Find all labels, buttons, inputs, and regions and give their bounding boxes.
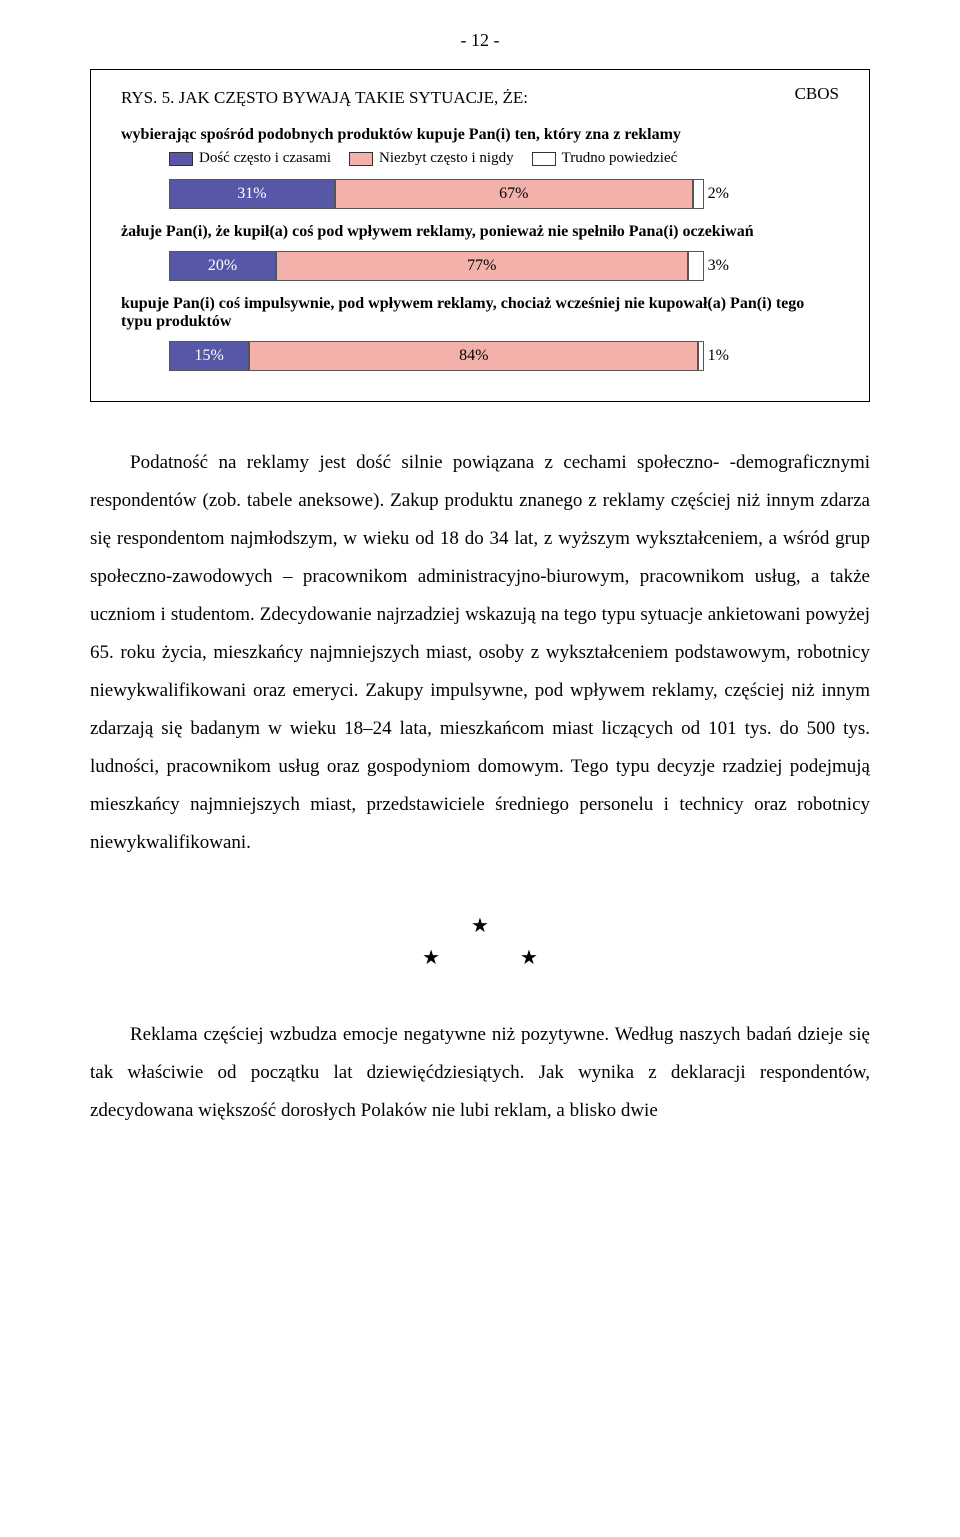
paragraph: Reklama częściej wzbudza emocje negatywn… — [90, 1016, 870, 1130]
chart-group-subtitle: żałuje Pan(i), że kupił(a) coś pod wpływ… — [121, 223, 839, 241]
legend-swatch — [349, 152, 373, 166]
bar-segment: 20% — [169, 251, 276, 281]
legend-label: Trudno powiedzieć — [562, 150, 678, 167]
bar-segment-label: 1% — [708, 347, 729, 365]
body-text: Reklama częściej wzbudza emocje negatywn… — [90, 1016, 870, 1130]
legend-label: Niezbyt często i nigdy — [379, 150, 514, 167]
legend-swatch — [532, 152, 556, 166]
bar-segment: 77% — [276, 251, 688, 281]
stacked-bar: 15%84% 1% — [169, 341, 729, 371]
bar-segment — [698, 341, 703, 371]
paragraph: Podatność na reklamy jest dość silnie po… — [90, 444, 870, 862]
bar-segment — [693, 179, 704, 209]
chart-container: CBOS RYS. 5. JAK CZĘSTO BYWAJĄ TAKIE SYT… — [90, 69, 870, 402]
legend-item: Trudno powiedzieć — [532, 150, 678, 167]
chart-group-subtitle: kupuje Pan(i) coś impulsywnie, pod wpływ… — [121, 295, 839, 331]
chart-group-subtitle: wybierając spośród podobnych produktów k… — [121, 126, 839, 144]
bar-segment — [688, 251, 704, 281]
page-number: - 12 - — [90, 30, 870, 51]
cbos-label: CBOS — [795, 84, 839, 104]
stacked-bar: 20%77% 3% — [169, 251, 729, 281]
legend-swatch — [169, 152, 193, 166]
chart-legend: Dość często i czasami Niezbyt często i n… — [169, 150, 839, 167]
legend-item: Dość często i czasami — [169, 150, 331, 167]
bar-segment: 84% — [249, 341, 698, 371]
bar-segment: 15% — [169, 341, 249, 371]
chart-title: RYS. 5. JAK CZĘSTO BYWAJĄ TAKIE SYTUACJE… — [121, 88, 839, 108]
stacked-bar: 31%67% 2% — [169, 179, 729, 209]
star-row: ★ ★ — [90, 942, 870, 974]
legend-item: Niezbyt często i nigdy — [349, 150, 514, 167]
bar-segment-label: 2% — [708, 185, 729, 203]
body-text: Podatność na reklamy jest dość silnie po… — [90, 444, 870, 862]
bar-segment: 67% — [335, 179, 693, 209]
bar-segment-label: 3% — [708, 257, 729, 275]
section-divider-stars: ★ ★ ★ — [90, 910, 870, 974]
bar-segment: 31% — [169, 179, 335, 209]
legend-label: Dość często i czasami — [199, 150, 331, 167]
star-row: ★ — [90, 910, 870, 942]
